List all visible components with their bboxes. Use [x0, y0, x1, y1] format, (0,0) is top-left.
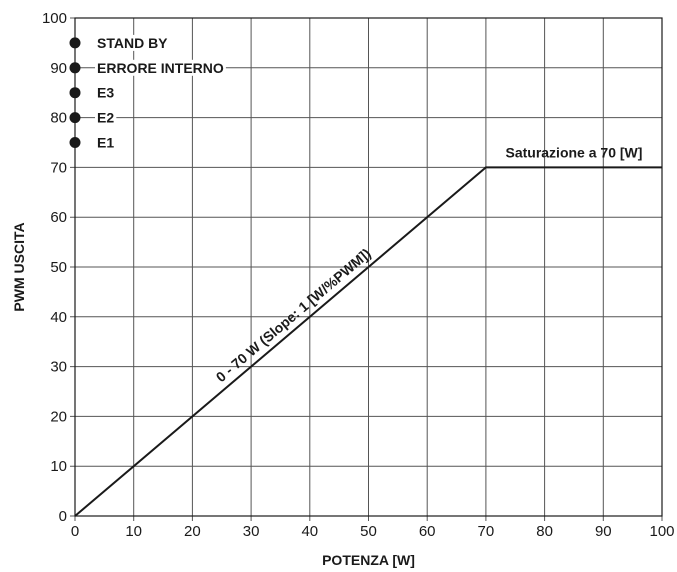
status-label-bg — [95, 59, 226, 76]
y-tick-label: 20 — [50, 408, 67, 425]
status-label-bg — [95, 84, 117, 101]
y-tick-label: 0 — [59, 508, 67, 525]
y-tick-label: 60 — [50, 209, 67, 226]
y-axis-title: PWM USCITA — [11, 222, 27, 311]
x-tick-label: 70 — [478, 523, 495, 540]
status-label: E2 — [97, 110, 114, 126]
status-label: E1 — [97, 135, 114, 151]
status-label: ERRORE INTERNO — [97, 60, 224, 76]
y-tick-label: 30 — [50, 359, 67, 376]
x-tick-label: 0 — [71, 523, 79, 540]
y-tick-label: 90 — [50, 60, 67, 77]
status-label: E3 — [97, 85, 114, 101]
x-axis-title: POTENZA [W] — [322, 552, 415, 568]
y-tick-label: 100 — [42, 10, 67, 27]
saturation-annotation: Saturazione a 70 [W] — [505, 144, 642, 160]
y-tick-label: 50 — [50, 259, 67, 276]
y-tick-label: 40 — [50, 309, 67, 326]
status-label-bg — [95, 134, 117, 151]
y-tick-label: 70 — [50, 159, 67, 176]
x-tick-label: 30 — [243, 523, 260, 540]
status-label-bg — [95, 34, 171, 51]
x-tick-label: 20 — [184, 523, 201, 540]
status-label-bg — [95, 109, 117, 126]
plot-frame — [74, 17, 663, 517]
status-label: STAND BY — [97, 35, 168, 51]
x-tick-label: 100 — [649, 523, 674, 540]
x-tick-label: 60 — [419, 523, 436, 540]
slope-annotation: 0 - 70 W (Slope: 1 [W/%PWM]) — [213, 245, 374, 385]
x-tick-label: 40 — [301, 523, 318, 540]
x-tick-label: 50 — [360, 523, 377, 540]
y-tick-label: 80 — [50, 110, 67, 127]
status-points: STAND BY ERRORE INTERNO E3 E2 E1 — [69, 34, 226, 151]
series-line — [74, 166, 662, 517]
series-layer — [74, 166, 662, 517]
x-tick-label: 90 — [595, 523, 612, 540]
tick-labels: 0 10 20 30 40 50 60 70 80 90 100 0 10 20 30 40 50 60 70 80 9… — [42, 10, 675, 540]
x-tick-label: 80 — [536, 523, 553, 540]
x-tick-label: 10 — [125, 523, 142, 540]
y-tick-label: 10 — [50, 458, 67, 475]
